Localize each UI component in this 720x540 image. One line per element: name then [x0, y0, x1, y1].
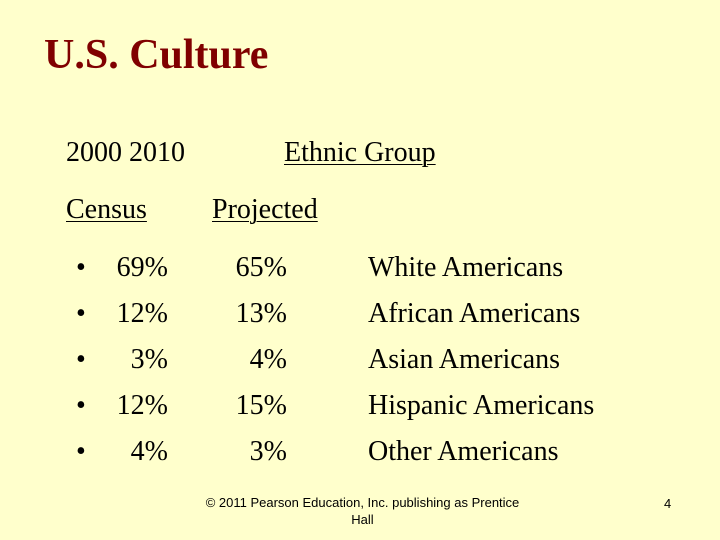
census-2000-value: 3% [130, 344, 168, 375]
projected-2010-value: 65% [235, 252, 287, 283]
projected-2010-value: 3% [249, 436, 287, 467]
census-2000-value: 12% [116, 298, 168, 329]
projected-2010-value: 13% [235, 298, 287, 329]
years-header: 2000 2010 [66, 137, 185, 168]
bullet: • [76, 252, 86, 283]
ethnic-group-label: African Americans [368, 298, 581, 329]
ethnic-group-label: Other Americans [368, 436, 559, 467]
copyright-footer: © 2011 Pearson Education, Inc. publishin… [205, 495, 520, 527]
page-number: 4 [664, 496, 672, 511]
bullet: • [76, 298, 86, 329]
bullet: • [76, 436, 86, 467]
table-row: • 69% 65% White Americans [0, 252, 720, 298]
ethnic-group-header: Ethnic Group [284, 137, 436, 168]
data-rows: • 69% 65% White Americans • 12% 13% Afri… [0, 252, 720, 482]
census-2000-value: 4% [130, 436, 168, 467]
slide-title: U.S. Culture [44, 32, 269, 78]
table-row: • 4% 3% Other Americans [0, 436, 720, 482]
ethnic-group-label: Hispanic Americans [368, 390, 595, 421]
census-header: Census [66, 194, 147, 225]
ethnic-group-label: White Americans [368, 252, 564, 283]
census-2000-value: 69% [116, 252, 168, 283]
projected-2010-value: 15% [235, 390, 287, 421]
projected-2010-value: 4% [249, 344, 287, 375]
table-row: • 12% 13% African Americans [0, 298, 720, 344]
census-2000-value: 12% [116, 390, 168, 421]
bullet: • [76, 390, 86, 421]
projected-header: Projected [212, 194, 318, 225]
ethnic-group-label: Asian Americans [368, 344, 561, 375]
table-row: • 3% 4% Asian Americans [0, 344, 720, 390]
table-row: • 12% 15% Hispanic Americans [0, 390, 720, 436]
bullet: • [76, 344, 86, 375]
